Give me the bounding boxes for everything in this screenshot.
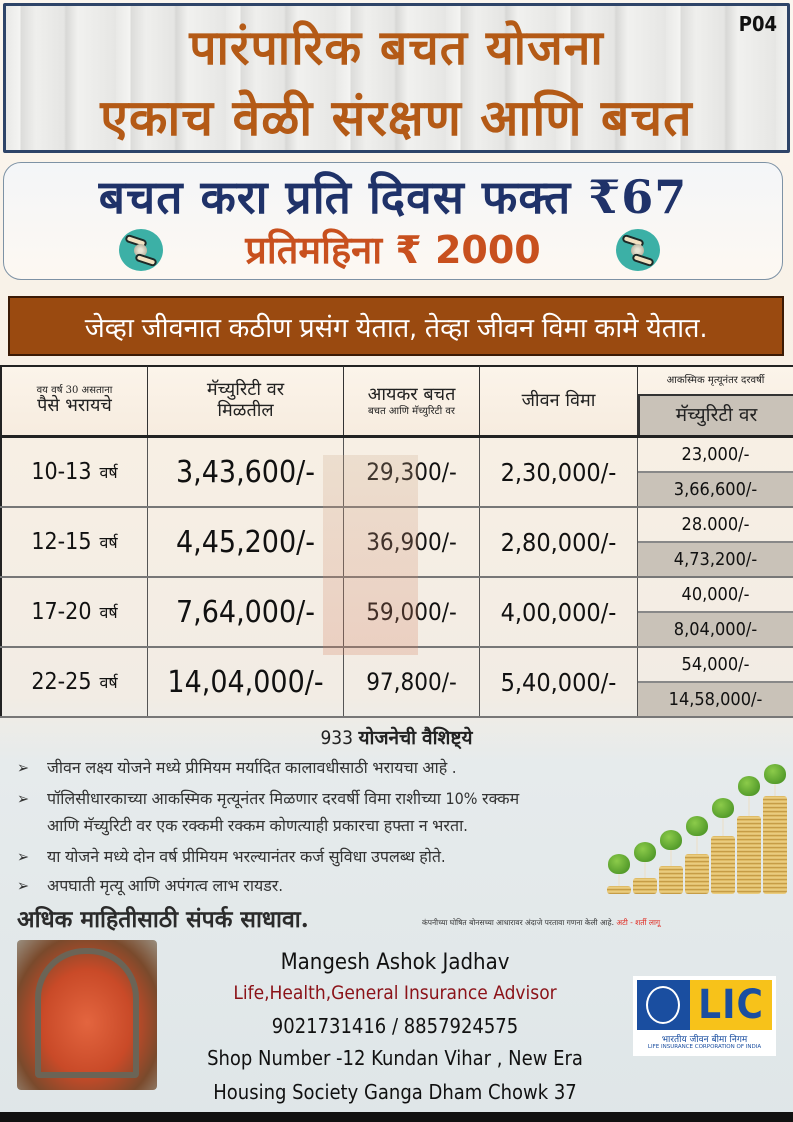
lic-wordmark: LIC bbox=[690, 980, 772, 1030]
bottom-border bbox=[0, 1112, 793, 1122]
arrow-bullet-icon: ➢ bbox=[17, 789, 30, 808]
arrow-bullet-icon: ➢ bbox=[17, 847, 30, 866]
arrow-bullet-icon: ➢ bbox=[17, 876, 30, 895]
coin-in-hands-icon bbox=[616, 229, 660, 271]
coin-stack-growth-illustration bbox=[605, 762, 790, 894]
header-tax-note: बचत आणि मॅच्युरिटी वर bbox=[367, 405, 456, 417]
table-row: 17-20 वर्ष 7,64,000/- 59,000/- 4,00,000/-… bbox=[0, 578, 793, 648]
maturity-benefit: 4,73,200/- bbox=[638, 543, 793, 576]
contact-heading: अधिक माहितीसाठी संपर्क साधावा. bbox=[17, 906, 309, 933]
term-cell: 10-13 वर्ष bbox=[0, 438, 148, 506]
title-line-1: पारंपारिक बचत योजना bbox=[189, 20, 604, 76]
header-tax-label: आयकर बचत bbox=[367, 383, 456, 405]
arrow-bullet-icon: ➢ bbox=[17, 758, 30, 777]
header-life-cover: जीवन विमा bbox=[480, 365, 638, 435]
life-cover-cell: 2,80,000/- bbox=[480, 508, 638, 576]
maturity-benefit: 8,04,000/- bbox=[638, 613, 793, 646]
savings-box: बचत करा प्रति दिवस फक्त ₹67 प्रतिमहिना ₹… bbox=[3, 162, 783, 280]
term-cell: 17-20 वर्ष bbox=[0, 578, 148, 646]
header-tax-saving: आयकर बचत बचत आणि मॅच्युरिटी वर bbox=[344, 365, 480, 435]
features-section: 933 योजनेची वैशिष्ट्ये bbox=[0, 724, 793, 750]
feature-item: ➢ अपघाती मृत्यू आणि अपंगत्व लाभ रायडर. bbox=[17, 872, 283, 899]
lic-hindi-name: भारतीय जीवन बीमा निगम bbox=[661, 1035, 748, 1045]
life-cover-cell: 4,00,000/- bbox=[480, 578, 638, 646]
term-cell: 12-15 वर्ष bbox=[0, 508, 148, 576]
feature-item: ➢ जीवन लक्ष्य योजने मध्ये प्रीमियम मर्याद… bbox=[17, 754, 456, 781]
advisor-role: Life,Health,General Insurance Advisor bbox=[233, 982, 557, 1004]
feature-item: ➢ या योजने मध्ये दोन वर्ष प्रीमियम भरल्या… bbox=[17, 843, 446, 870]
poster-code: P04 bbox=[738, 12, 777, 36]
header-maturity-line2: मिळतील bbox=[217, 400, 274, 421]
coin-in-hands-icon bbox=[119, 229, 163, 271]
tax-saving-cell: 36,900/- bbox=[344, 508, 480, 576]
header-death-and-maturity: आकस्मिक मृत्यूनंतर दरवर्षी मॅच्युरिटी वर bbox=[638, 365, 793, 435]
annual-death-benefit: 40,000/- bbox=[638, 578, 793, 613]
ganesh-idol-photo bbox=[17, 940, 157, 1090]
table-row: 22-25 वर्ष 14,04,000/- 97,800/- 5,40,000/… bbox=[0, 648, 793, 718]
header-age-note: वय वर्ष 30 असताना bbox=[36, 384, 113, 396]
address-line-1: Shop Number -12 Kundan Vihar , New Era bbox=[207, 1046, 583, 1070]
header-maturity-benefit: मॅच्युरिटी वर bbox=[638, 394, 793, 435]
annual-death-benefit: 23,000/- bbox=[638, 438, 793, 473]
header-maturity: मॅच्युरिटी वर मिळतील bbox=[148, 365, 344, 435]
table-row: 12-15 वर्ष 4,45,200/- 36,900/- 2,80,000/-… bbox=[0, 508, 793, 578]
terms-apply-text: अटी - शर्ती लागू bbox=[616, 918, 661, 927]
tax-saving-cell: 29,300/- bbox=[344, 438, 480, 506]
title-banner: पारंपारिक बचत योजना एकाच वेळी संरक्षण आण… bbox=[3, 3, 790, 153]
death-maturity-cell: 54,000/- 14,58,000/- bbox=[638, 648, 793, 716]
lic-logo: LIC भारतीय जीवन बीमा निगम LIFE INSURANCE… bbox=[633, 976, 776, 1056]
lic-emblem-icon bbox=[637, 980, 690, 1030]
phone-numbers[interactable]: 9021731416 / 8857924575 bbox=[271, 1014, 519, 1038]
feature-item: ➢ पॉलिसीधारकाच्या आकस्मिक मृत्यूनंतर मिळण… bbox=[17, 785, 519, 839]
features-title: 933 योजनेची वैशिष्ट्ये bbox=[320, 727, 473, 749]
advisor-name: Mangesh Ashok Jadhav bbox=[280, 950, 510, 975]
disclaimer-text: कंपनीच्या घोषित बोनसच्या आधारावर अंदाजे … bbox=[422, 918, 661, 927]
header-life-cover-label: जीवन विमा bbox=[521, 389, 596, 411]
maturity-cell: 3,43,600/- bbox=[148, 438, 344, 506]
title-line-2: एकाच वेळी संरक्षण आणि बचत bbox=[100, 88, 693, 147]
header-premium-term: वय वर्ष 30 असताना पैसे भरायचे bbox=[0, 365, 148, 435]
maturity-cell: 4,45,200/- bbox=[148, 508, 344, 576]
header-annual-death-benefit: आकस्मिक मृत्यूनंतर दरवर्षी bbox=[666, 374, 765, 386]
header-maturity-line1: मॅच्युरिटी वर bbox=[206, 379, 285, 401]
header-divider bbox=[0, 435, 793, 438]
slogan-banner: जेव्हा जीवनात कठीण प्रसंग येतात, तेव्हा … bbox=[8, 296, 784, 356]
tax-saving-cell: 59,000/- bbox=[344, 578, 480, 646]
annual-death-benefit: 54,000/- bbox=[638, 648, 793, 683]
death-maturity-cell: 40,000/- 8,04,000/- bbox=[638, 578, 793, 646]
header-pay-label: पैसे भरायचे bbox=[37, 395, 112, 417]
maturity-benefit: 14,58,000/- bbox=[638, 683, 793, 716]
death-maturity-cell: 23,000/- 3,66,600/- bbox=[638, 438, 793, 506]
daily-savings-text: बचत करा प्रति दिवस फक्त ₹67 bbox=[98, 170, 688, 224]
life-cover-cell: 2,30,000/- bbox=[480, 438, 638, 506]
life-cover-cell: 5,40,000/- bbox=[480, 648, 638, 716]
annual-death-benefit: 28.000/- bbox=[638, 508, 793, 543]
maturity-cell: 7,64,000/- bbox=[148, 578, 344, 646]
term-cell: 22-25 वर्ष bbox=[0, 648, 148, 716]
maturity-cell: 14,04,000/- bbox=[148, 648, 344, 716]
tax-saving-cell: 97,800/- bbox=[344, 648, 480, 716]
benefits-table: वय वर्ष 30 असताना पैसे भरायचे मॅच्युरिटी… bbox=[0, 365, 793, 718]
table-row: 10-13 वर्ष 3,43,600/- 29,300/- 2,30,000/-… bbox=[0, 438, 793, 508]
death-maturity-cell: 28.000/- 4,73,200/- bbox=[638, 508, 793, 576]
maturity-benefit: 3,66,600/- bbox=[638, 473, 793, 506]
address-line-2: Housing Society Ganga Dham Chowk 37 bbox=[213, 1080, 577, 1104]
monthly-premium-text: प्रतिमहिना ₹ 2000 bbox=[245, 228, 541, 272]
lic-english-name: LIFE INSURANCE CORPORATION OF INDIA bbox=[647, 1044, 762, 1050]
